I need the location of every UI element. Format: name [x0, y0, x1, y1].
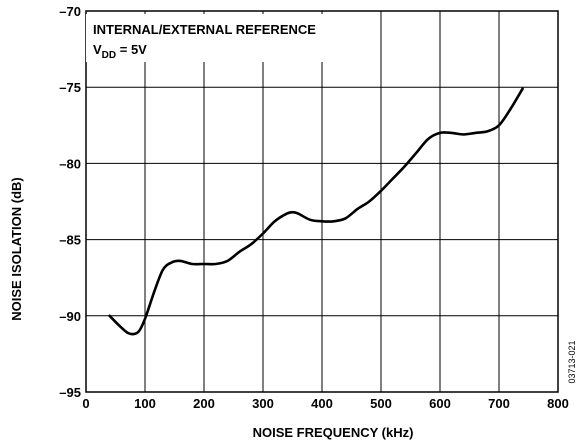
plot-frame	[85, 10, 559, 393]
x-axis-label: NOISE FREQUENCY (kHz)	[253, 425, 414, 440]
annotation-reference: INTERNAL/EXTERNAL REFERENCE	[93, 22, 316, 37]
x-tick-label: 200	[193, 396, 215, 411]
x-tick-label: 400	[311, 396, 333, 411]
annotation-vdd: VDD = 5V	[93, 42, 147, 61]
x-tick-label: 300	[252, 396, 274, 411]
x-tick-label: 800	[547, 396, 569, 411]
y-tick-labels: –95 –90 –85 –80 –75 –70	[59, 4, 81, 400]
annotation-vdd-subscript: DD	[102, 50, 116, 61]
y-tick-label: –95	[59, 385, 81, 400]
x-tick-label: 600	[429, 396, 451, 411]
figure-id: 03713-021	[567, 340, 577, 383]
annotation-background	[86, 14, 376, 62]
x-tick-label: 700	[488, 396, 510, 411]
series-layer	[108, 87, 524, 336]
y-tick-label: –75	[59, 80, 81, 95]
x-tick-label: 500	[370, 396, 392, 411]
x-tick-labels: 0 100 200 300 400 500 600 700 800	[82, 396, 568, 411]
y-tick-label: –80	[59, 156, 81, 171]
series-line	[108, 87, 524, 336]
annotation-vdd-value: = 5V	[116, 42, 147, 57]
y-tick-label: –85	[59, 233, 81, 248]
x-tick-label: 100	[134, 396, 156, 411]
y-tick-label: –90	[59, 309, 81, 324]
y-tick-label: –70	[59, 4, 81, 19]
annotation-vdd-main: V	[93, 42, 102, 57]
grid	[86, 11, 558, 392]
x-tick-label: 0	[82, 396, 89, 411]
y-axis-label: NOISE ISOLATION (dB)	[9, 177, 24, 320]
